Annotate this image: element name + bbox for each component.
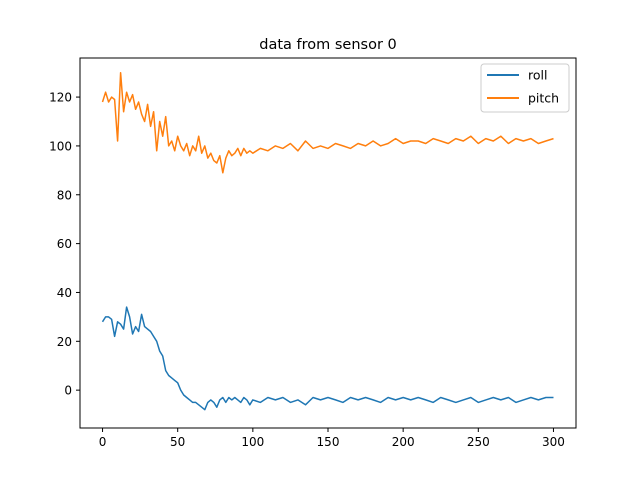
plot-area (101, 71, 554, 411)
series-line-roll (101, 306, 554, 411)
legend: roll pitch (480, 63, 570, 113)
y-axis: 0 20 40 60 80 100 120 (49, 91, 80, 398)
y-tick-label: 20 (57, 335, 72, 349)
x-axis: 0 50 100 150 200 250 300 (99, 428, 565, 449)
x-tick-label: 0 (99, 435, 107, 449)
y-tick-label: 100 (49, 139, 72, 153)
y-tick-label: 0 (64, 384, 72, 398)
x-tick-label: 250 (467, 435, 490, 449)
chart-title: data from sensor 0 (259, 37, 397, 53)
x-tick-label: 300 (542, 435, 565, 449)
x-tick-label: 200 (392, 435, 415, 449)
x-tick-label: 100 (241, 435, 264, 449)
y-tick-label: 80 (57, 188, 72, 202)
legend-label-roll: roll (528, 68, 547, 83)
series-line-pitch (101, 71, 554, 174)
y-tick-label: 60 (57, 237, 72, 251)
y-tick-label: 120 (49, 91, 72, 105)
x-tick-label: 150 (317, 435, 340, 449)
legend-label-pitch: pitch (528, 91, 559, 106)
y-tick-label: 40 (57, 286, 72, 300)
x-tick-label: 50 (170, 435, 185, 449)
